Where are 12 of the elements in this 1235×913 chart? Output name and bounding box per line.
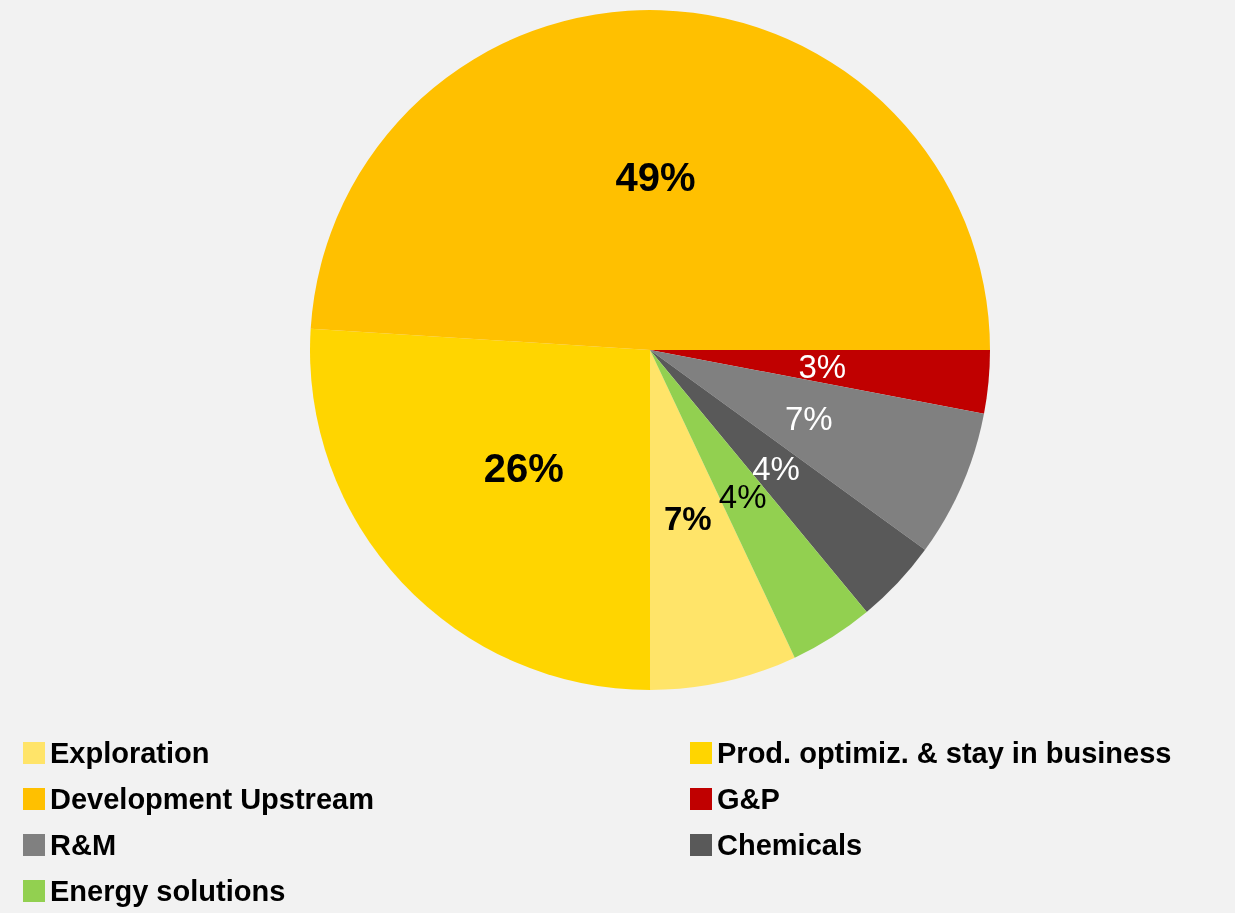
legend-label: G&P	[717, 783, 780, 815]
data-label: 7%	[784, 400, 833, 438]
legend-label: Prod. optimiz. & stay in business	[717, 737, 1172, 769]
legend-label: Chemicals	[717, 829, 863, 861]
legend-label: R&M	[50, 829, 117, 861]
data-label: 3%	[798, 347, 847, 385]
legend-label: Development Upstream	[50, 783, 374, 815]
legend-label: Exploration	[50, 737, 210, 769]
data-label: 7%	[663, 500, 712, 538]
legend-label: Energy solutions	[50, 875, 286, 907]
data-label: 49%	[615, 155, 696, 200]
data-label: 26%	[483, 446, 564, 491]
